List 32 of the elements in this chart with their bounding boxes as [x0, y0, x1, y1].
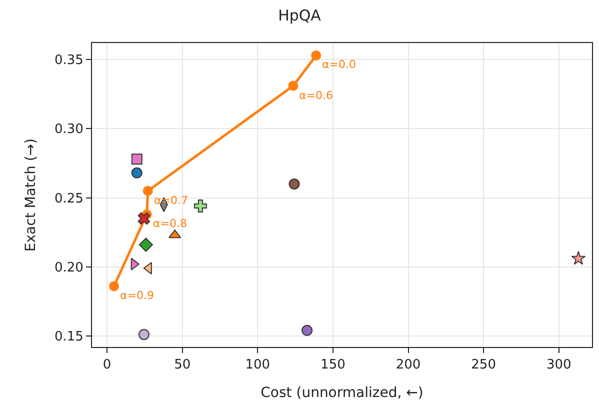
x-tick-label: 250 — [471, 358, 496, 373]
y-axis-title: Exact Match (→) — [23, 138, 40, 252]
point — [194, 200, 207, 213]
x-tick-label: 0 — [102, 358, 112, 373]
y-tick-label: 0.35 — [54, 53, 84, 68]
point — [138, 238, 153, 252]
point — [142, 186, 153, 196]
annotation: α=0.9 — [120, 289, 154, 302]
point — [131, 154, 142, 165]
point — [108, 281, 119, 292]
annotation: α=0.0 — [322, 58, 356, 71]
point — [311, 50, 322, 60]
point — [138, 212, 150, 225]
x-axis-title: Cost (unnormalized, ←) — [260, 384, 424, 401]
y-tick-label: 0.30 — [54, 122, 84, 138]
point — [131, 167, 142, 178]
y-tick-label: 0.20 — [54, 260, 84, 276]
annotation: α=0.6 — [299, 89, 333, 102]
point — [302, 324, 313, 336]
x-tick-label: 100 — [245, 358, 270, 373]
y-tick-label: 0.25 — [54, 191, 84, 206]
point — [138, 329, 150, 340]
x-tick-label: 150 — [320, 358, 346, 373]
annotation: α=0.8 — [153, 217, 187, 230]
chart-title: HpQA — [278, 6, 322, 25]
point — [288, 80, 298, 91]
y-tick-label: 0.15 — [54, 330, 84, 344]
x-tick-label: 300 — [546, 358, 572, 373]
point — [571, 251, 586, 265]
x-tick-label: 200 — [396, 358, 421, 373]
x-tick-label: 50 — [174, 358, 191, 373]
point — [288, 178, 300, 190]
